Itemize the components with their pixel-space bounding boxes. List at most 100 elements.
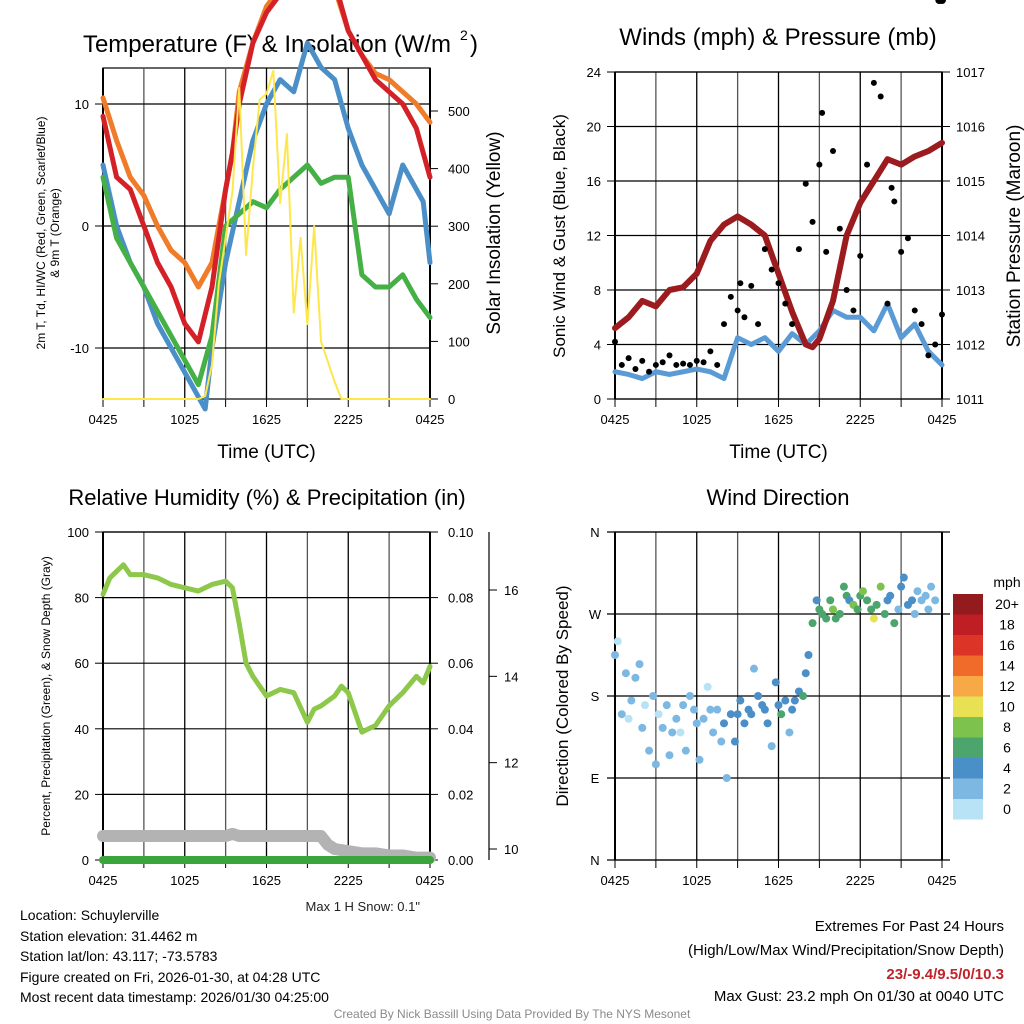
extremes-subtitle: (High/Low/Max Wind/Precipitation/Snow De…: [688, 942, 1004, 959]
colorbar-swatch: [953, 737, 983, 758]
colorbar-swatch: [953, 676, 983, 697]
direction-point: [826, 596, 835, 605]
gust-point: [864, 161, 871, 168]
y-tick-label-right: 0.04: [448, 722, 473, 737]
y-tick-label-right: 400: [448, 162, 470, 177]
y-tick-label: E: [591, 771, 600, 786]
colorbar-label: 4: [1003, 760, 1011, 776]
direction-point: [726, 710, 735, 719]
series-2m-td: [100, 162, 433, 388]
y-tick-label-right: 500: [448, 104, 470, 119]
x-tick-label: 0425: [89, 873, 118, 888]
gust-point: [748, 282, 755, 289]
gust-point: [618, 361, 625, 368]
direction-point: [876, 582, 885, 591]
direction-point: [927, 582, 936, 591]
colorbar-label: 18: [999, 617, 1015, 633]
direction-point: [788, 705, 797, 714]
x-tick-label: 0425: [416, 412, 445, 427]
direction-point: [858, 587, 867, 596]
y-tick-label: N: [590, 525, 599, 540]
direction-point: [863, 596, 872, 605]
colorbar-swatch: [953, 799, 983, 820]
y-tick-label: 60: [75, 656, 89, 671]
direction-point: [822, 614, 831, 623]
direction-point: [801, 669, 810, 678]
chart-title: Wind Direction: [706, 485, 849, 510]
direction-point: [921, 591, 930, 600]
x-tick-label: 1025: [682, 873, 711, 888]
colorbar-label: 0: [1003, 801, 1011, 817]
gust-point: [612, 338, 618, 345]
y-tick-label: 80: [75, 591, 89, 606]
colorbar-swatch: [953, 758, 983, 779]
direction-point: [627, 696, 636, 705]
y-tick-label-right: 1015: [956, 174, 985, 189]
y-axis-label-right: Solar Insolation (Yellow): [484, 131, 505, 334]
gust-point: [939, 311, 945, 318]
direction-point: [695, 755, 704, 764]
direction-point: [681, 746, 690, 755]
series-relative-humidity: [100, 562, 433, 735]
direction-point: [631, 673, 640, 682]
direction-point: [658, 723, 667, 732]
gust-point: [888, 184, 895, 191]
gust-point: [714, 361, 721, 368]
colorbar-label: 16: [999, 637, 1015, 653]
y-tick-label-right: 1016: [956, 120, 985, 135]
direction-point: [692, 719, 701, 728]
gust-point: [673, 361, 680, 368]
gust-point: [795, 246, 802, 253]
y-tick-label-right: 1014: [956, 229, 985, 244]
gust-point: [857, 252, 864, 259]
direction-point: [703, 682, 712, 691]
direction-point: [613, 637, 622, 646]
gust-point: [666, 352, 673, 359]
direction-point: [931, 596, 940, 605]
gust-point: [707, 348, 714, 355]
direction-point: [774, 701, 783, 710]
gust-point: [768, 266, 775, 273]
gust-point: [693, 357, 700, 364]
y-tick-label: 100: [67, 525, 89, 540]
direction-point: [649, 692, 658, 700]
direction-point: [853, 605, 862, 614]
direction-point: [611, 651, 619, 659]
y-tick-label-right: 0.08: [448, 591, 473, 606]
direction-point: [886, 591, 895, 600]
direction-point: [717, 737, 726, 746]
snow-tick-label: 10: [504, 842, 518, 857]
direction-point: [771, 678, 780, 687]
colorbar-label: 14: [999, 658, 1015, 674]
colorbar-title: mph: [993, 574, 1020, 590]
direction-point: [720, 719, 728, 728]
y-tick-label: 4: [594, 338, 601, 353]
gust-point: [877, 93, 884, 100]
direction-point: [760, 705, 769, 714]
y-axis-label: Percent, Precipitation (Green), & Snow D…: [39, 556, 53, 835]
recent-data-label: Most recent data timestamp: 2026/01/30 0…: [20, 989, 329, 1005]
x-tick-label: 2225: [334, 412, 363, 427]
direction-point: [713, 705, 722, 714]
gust-point: [632, 366, 639, 373]
chart-title-superscript: 2: [460, 27, 468, 43]
direction-point: [747, 710, 756, 719]
direction-point: [812, 596, 821, 605]
gust-point: [843, 287, 850, 293]
series-pressure: [612, 139, 945, 351]
x-tick-label: 1025: [170, 873, 199, 888]
x-tick-label: 0425: [416, 873, 445, 888]
direction-point: [799, 692, 808, 700]
temperature-chart: Temperature (F) & Insolation (W/m 2) 0425 1…: [34, 0, 505, 463]
direction-point: [617, 710, 626, 719]
gust-point: [721, 321, 727, 328]
y-tick-label-right: 200: [448, 277, 470, 292]
elevation-label: Station elevation: 31.4462 m: [20, 927, 198, 944]
colorbar-swatch: [953, 717, 983, 738]
direction-point: [829, 605, 837, 614]
colorbar-label: 10: [999, 699, 1015, 715]
y-tick-label: 16: [587, 174, 601, 189]
y-tick-label-right: 0: [448, 392, 455, 407]
direction-point: [867, 605, 876, 614]
gust-point: [737, 280, 744, 287]
